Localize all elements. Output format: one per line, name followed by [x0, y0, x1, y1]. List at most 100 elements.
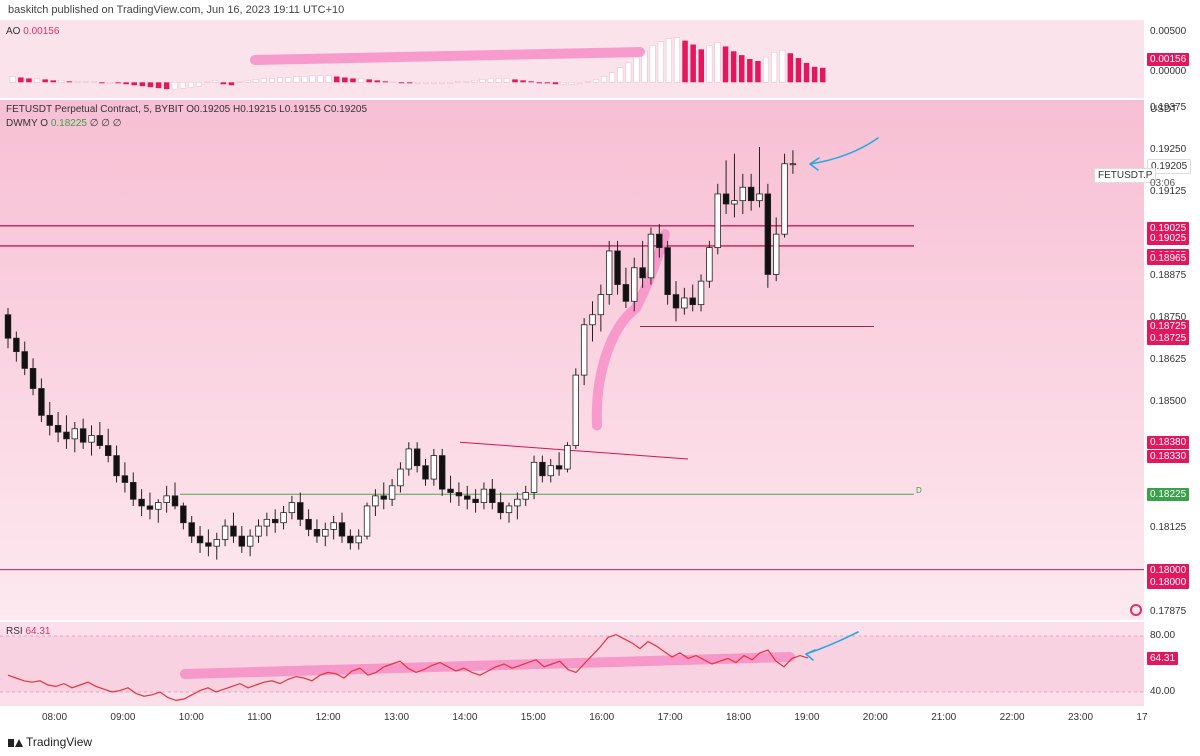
ao-bar [58, 80, 65, 83]
ao-bar [293, 76, 300, 83]
ao-bar [90, 81, 97, 83]
dwmy-name: DWMY O [6, 118, 49, 129]
candle-body [656, 233, 663, 249]
candle-body [697, 280, 705, 306]
candle-body [522, 492, 529, 500]
ao-bar [544, 82, 551, 84]
symbol-title: FETUSDT Perpetual Contract, 5, BYBIT [6, 104, 184, 115]
ao-bar [779, 50, 786, 83]
rsi-line [7, 633, 809, 702]
ao-bar [739, 55, 745, 83]
ao-bar [747, 59, 753, 83]
time-tick: 11:00 [247, 712, 272, 723]
candle-body [731, 200, 738, 205]
dwmy-empty: ∅ ∅ ∅ [89, 118, 122, 129]
price-tick: 0.18875 [1150, 270, 1187, 282]
ao-bar [358, 78, 365, 83]
candle-body [13, 337, 20, 353]
highlight-stroke [591, 229, 670, 431]
candle-body [338, 522, 346, 537]
candle-body [121, 475, 129, 483]
ao-bar [301, 76, 308, 83]
candle-body [397, 468, 404, 487]
publish-header: baskitch published on TradingView.com, J… [8, 4, 345, 16]
candle-body [631, 267, 638, 302]
brand-name: TradingView [26, 735, 93, 749]
ao-bar [584, 81, 591, 83]
candle-body [238, 535, 245, 547]
rsi-scale-40: 40.00 [1150, 686, 1176, 697]
price-tick: 0.19250 [1150, 144, 1187, 156]
bar-countdown: 03:06 [1150, 178, 1176, 189]
time-tick: 15:00 [520, 712, 546, 723]
ao-value: 0.00156 [23, 26, 60, 37]
ao-bar [649, 45, 656, 83]
ao-bar [220, 82, 227, 85]
ao-bar [657, 41, 664, 83]
candle-body [21, 351, 28, 369]
candle-body [330, 522, 337, 530]
candle-body [555, 465, 563, 470]
candle-body [388, 485, 396, 500]
candle-body [589, 314, 596, 326]
price-tick: 0.18500 [1150, 395, 1187, 407]
ao-bar [552, 82, 559, 85]
ao-bar [366, 79, 372, 83]
candle-body [113, 455, 120, 477]
candle-body [764, 193, 772, 275]
ao-bar [463, 81, 470, 83]
candle-body [430, 455, 438, 480]
candle-body [489, 488, 496, 503]
candle-body [230, 525, 237, 537]
dwmy-legend: DWMY O 0.18225 ∅ ∅ ∅ [6, 118, 121, 129]
candle-body [413, 448, 421, 467]
ao-bar [422, 82, 429, 84]
candle-body [363, 505, 371, 537]
candle-body [756, 193, 763, 202]
ao-bar [528, 81, 534, 83]
price-tick: 0.17875 [1150, 605, 1187, 617]
ohlc-open: O0.19205 [186, 104, 231, 115]
main-price-scale[interactable]: USDT 0.19375 0.19250 0.19125 0.18875 0.18750… [1144, 100, 1200, 620]
candle-body [681, 297, 688, 309]
ao-price-scale[interactable]: 0.00500 0.00156 0.00000 [1144, 20, 1200, 98]
time-axis[interactable]: 08:00 09:00 10:00 11:00 12:00 13:00 14:00 15:00… [0, 706, 1148, 730]
candle-body [180, 505, 187, 524]
candle-body [29, 367, 37, 389]
ao-bar [536, 82, 542, 84]
candle-body [221, 525, 229, 540]
price-label: 0.19025 [1147, 231, 1190, 245]
ao-bar [50, 80, 56, 83]
price-tick: 0.18625 [1150, 354, 1187, 365]
ao-bar [414, 82, 421, 84]
ao-bar [171, 82, 178, 90]
ao-bar [690, 44, 696, 83]
price-label: 0.18330 [1147, 450, 1190, 464]
footer-brand[interactable]: TradingView [8, 735, 92, 749]
price-label: 0.19025 [1147, 221, 1190, 235]
time-tick: 21:00 [931, 712, 957, 723]
ao-pane[interactable]: AO 0.00156 [0, 20, 1144, 98]
ao-bar [9, 76, 16, 83]
candle-body [789, 163, 797, 166]
candle-body [96, 435, 104, 446]
candle-body [422, 465, 429, 480]
time-tick: 20:00 [862, 712, 888, 723]
ao-bar [803, 62, 810, 83]
ao-histogram [9, 37, 826, 90]
logo-icon[interactable] [1130, 604, 1142, 616]
candle-body [38, 388, 45, 416]
candle-body [213, 539, 220, 547]
ao-bar [601, 76, 608, 83]
candle-body [472, 498, 479, 503]
rsi-scale[interactable]: 80.00 64.31 40.00 [1144, 622, 1200, 706]
rsi-pane[interactable]: RSI 64.31 [0, 622, 1144, 706]
candle-body [447, 488, 454, 493]
ohlc-low: L0.19155 [279, 104, 321, 115]
time-tick: 17 [1136, 712, 1148, 723]
ao-bar [317, 75, 324, 83]
price-label: 0.18725 [1147, 320, 1190, 334]
ao-bar [74, 81, 81, 83]
ao-bar [34, 78, 41, 83]
main-chart-pane[interactable]: FETUSDT Perpetual Contract, 5, BYBIT O0.… [0, 100, 1144, 620]
